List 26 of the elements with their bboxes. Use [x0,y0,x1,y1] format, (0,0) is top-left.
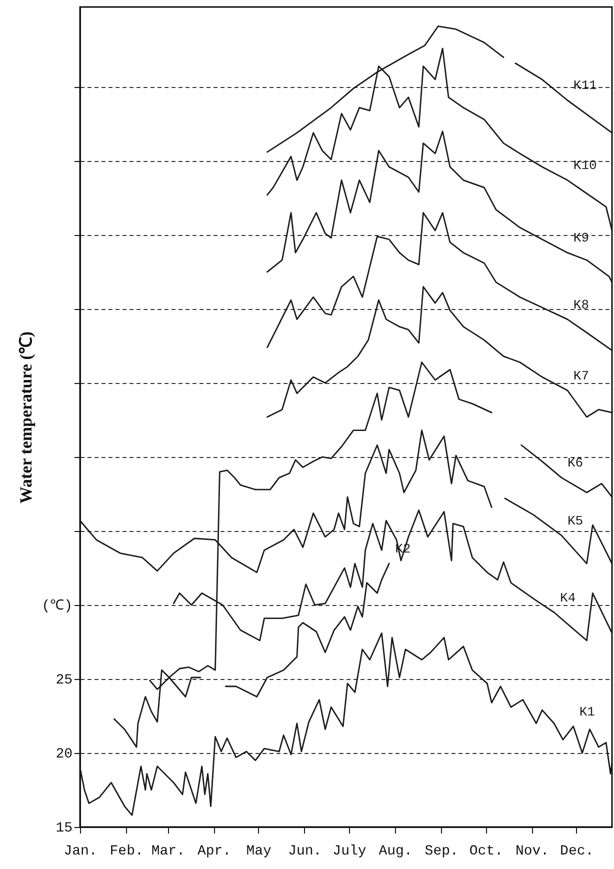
x-tick-label: Nov. [515,844,550,860]
series-label: K4 [560,590,576,606]
y-tick-label: 15 [56,820,72,836]
x-tick-label: Aug. [378,844,412,860]
series-label: K1 [579,704,596,720]
x-tick-label: Jun. [288,844,322,860]
series-label: K10 [573,158,597,174]
x-tick-label: Oct. [469,844,503,860]
y-tick-label: 25 [56,672,72,688]
series-label: K7 [573,368,590,384]
x-tick-label: May [246,844,272,860]
x-tick-label: Dec. [560,844,594,860]
x-tick-label: Feb. [110,844,144,860]
x-tick-label: July [332,844,366,860]
y-tick-label: 20 [56,746,72,762]
y-axis-title: Water temperature (℃) [16,331,36,504]
x-tick-label: Sep. [424,844,458,860]
series-label: K8 [573,297,590,312]
x-tick-label: Apr. [197,844,232,860]
x-tick-label: Mar. [151,844,185,860]
series-label: K6 [567,456,584,471]
y-tick-label: (℃) [42,598,72,614]
series-label: K9 [573,230,590,246]
x-tick-label: Jan. [64,844,98,860]
series-label: K5 [567,513,584,528]
series-label: K11 [573,78,598,94]
